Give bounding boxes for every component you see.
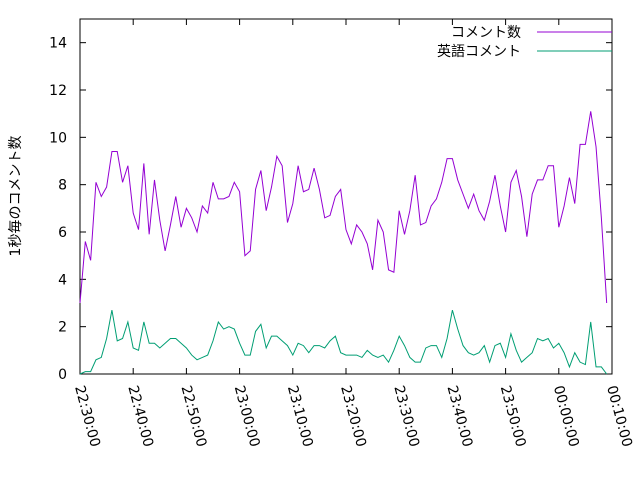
y-tick-label: 2 (58, 320, 67, 336)
y-tick-label: 12 (49, 83, 67, 99)
y-tick-label: 8 (58, 178, 67, 194)
legend-label: コメント数 (451, 25, 521, 41)
y-tick-label: 6 (58, 225, 67, 241)
y-tick-label: 10 (49, 130, 67, 146)
y-tick-label: 4 (58, 272, 67, 288)
y-axis: 0 2 4 6 8 10 12 14 (49, 36, 612, 383)
series-layer (79, 111, 608, 375)
series-line-1 (79, 111, 608, 304)
y-tick-label: 14 (49, 36, 67, 52)
y-axis-label: 1秒毎のコメント数 (8, 136, 24, 257)
legend-label: 英語コメント (437, 43, 521, 60)
y-tick-label: 0 (58, 367, 67, 383)
series-line-2 (79, 309, 608, 375)
